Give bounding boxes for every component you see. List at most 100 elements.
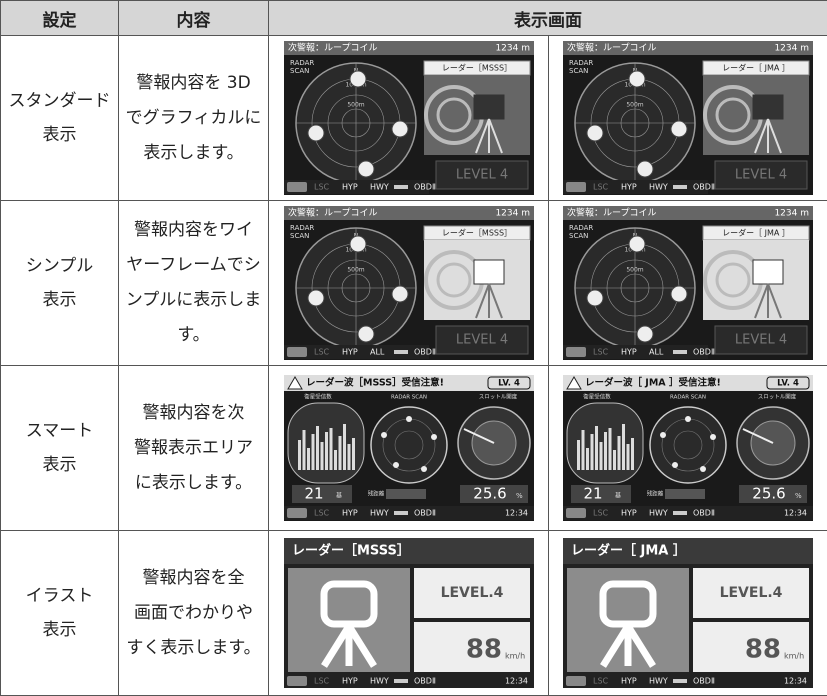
sat-bar [608,428,612,470]
screen-text: レーダー［MSSS］ [292,543,410,559]
screen-text: % [795,492,802,500]
alert-icon [391,120,408,138]
screen-text: レーダー［ JMA ］ [722,63,790,73]
content-text: 警報内容を次 [142,402,245,423]
satellite-icon [673,679,687,683]
table-row: シンプル 表示 警報内容をワイ ヤーフレームでシ ンプルに表示しま す。 次警報：ループコイ… [0,200,827,366]
screen-text: 12:34 [784,509,807,518]
content-cell: 警報内容を次 警報表示エリア に表示します。 [118,365,269,531]
screen-text: 残距離 [367,490,384,498]
radar-ring [673,430,703,460]
header-setting: 設定 [0,0,119,36]
tripod [754,283,782,319]
screen-text: HYP [342,183,358,192]
screen-text: ALL [649,348,664,357]
satellite-icon [393,185,408,189]
setting-cell: スタンダード 表示 [0,35,119,201]
content-cell: 警報内容をワイ ヤーフレームでシ ンプルに表示しま す。 [118,200,269,366]
screen-text: 次警報：ループコイル [567,42,656,54]
screen-text: RADAR [569,224,593,232]
throttle-box [739,485,807,503]
screen-text: RADAR SCAN [670,395,706,401]
screen-text: 500m [347,102,364,109]
screen-text: LSC [593,509,609,518]
radar-ring [394,430,423,460]
screen-text: OBDⅡ [414,183,436,192]
warning-icon [286,376,303,390]
status-bar [563,506,813,520]
alert-icon [670,285,688,303]
screen-text: 88 [465,635,501,665]
radar-dot [685,416,691,422]
sat-bar [626,444,630,470]
alert-icon [307,124,324,142]
screen-text: 次警報：ループコイル [288,207,377,219]
sat-bar [599,442,603,470]
level-box [435,160,528,190]
sat-bar [324,432,328,470]
screen-text: レーダー［MSSS］ [441,63,511,73]
screen-text: 500m [347,267,364,274]
sat-bar [617,436,621,470]
radar-dot [420,466,427,472]
screen-text: HWY [649,509,668,518]
alert-icon [349,235,366,253]
screen-text: OBDⅡ [414,348,436,357]
sat-bar [577,440,580,470]
screen-text: 12:34 [784,677,807,686]
screen-text: LSC [314,183,330,192]
screen-text: レーダー波［ JMA ］受信注意! [585,377,721,389]
screen-text: 衛星受信数 [583,393,611,401]
status-icon [566,508,586,518]
screen-text: LSC [593,677,609,686]
alert-icon [586,124,604,142]
alert-icon [391,285,408,303]
status-icon [286,508,307,518]
sat-bar [586,448,589,470]
screen-text: 25.6 [752,485,785,503]
throttle-box [459,485,528,503]
level-panel [693,568,809,618]
radar-dot [392,462,399,468]
needle [463,428,494,444]
screen-text: SCAN [569,67,588,75]
sat-bar [622,424,625,470]
level-box [435,325,528,355]
screen-text: レーダー［MSSS］ [441,228,511,238]
device-icon [320,580,377,628]
screen-text: 衛星受信数 [304,393,332,401]
title-bar [563,41,813,55]
status-icon [566,347,586,357]
setting-cell: イラスト 表示 [0,530,119,696]
status-bar [283,180,429,194]
screen-text: OBDⅡ [693,677,715,686]
radar-device [473,259,504,285]
screen-text: LEVEL.4 [440,585,503,601]
screen-cell: レーダー波［MSSS］受信注意! LV. 4 衛星受信数 RADAR SCAN スロット… [268,365,549,531]
level-box [714,325,808,355]
content-text: でグラフィカルに [125,107,262,128]
screen-text: LEVEL 4 [735,333,787,348]
device-icon [599,580,657,628]
content-text: す。 [177,325,210,345]
screen-text: 25.6 [473,485,506,503]
speed-panel [413,622,530,672]
tripod [474,118,503,154]
satellite-icon [673,511,687,515]
screen-text: LV. 4 [498,379,520,389]
wave [715,97,751,133]
sat-bar [351,438,355,470]
screen-text: 12:34 [504,677,527,686]
status-icon [286,676,307,686]
screen-text: LSC [593,183,609,192]
sat-bar [338,436,341,470]
screen-text: RADAR SCAN [390,395,426,401]
screen-text: HWY [370,509,389,518]
screen-text: 500m [626,267,643,274]
screen-text: SCAN [290,232,309,240]
radar-device [752,259,784,285]
